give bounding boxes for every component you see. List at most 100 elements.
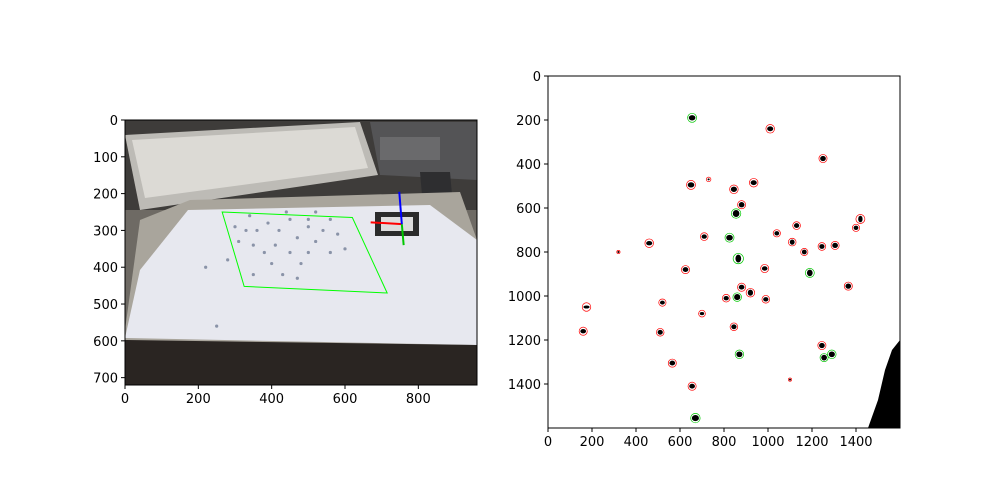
detection-circle xyxy=(830,240,840,250)
y-tick-label: 600 xyxy=(93,335,118,350)
scene-dot xyxy=(295,276,299,280)
scene-dot xyxy=(251,243,255,247)
detection-circle xyxy=(788,377,792,382)
paper-sheet xyxy=(125,205,477,345)
detection-circle xyxy=(819,353,829,363)
detection-circle xyxy=(578,326,588,336)
scene-dot xyxy=(306,250,310,255)
blob xyxy=(763,297,769,302)
detection-circle xyxy=(772,229,781,238)
detection-circle xyxy=(761,295,770,304)
detection-circle xyxy=(722,294,731,303)
detection-circle xyxy=(745,288,756,298)
scene-dot xyxy=(295,236,299,240)
desk-edge-shadow xyxy=(125,340,477,385)
y-tick-label: 200 xyxy=(93,188,118,203)
scene-dots xyxy=(204,210,347,328)
detection-circle xyxy=(734,349,745,359)
blob xyxy=(669,360,676,366)
x-tick-label: 800 xyxy=(712,435,737,450)
blob xyxy=(738,284,745,290)
detection-circle xyxy=(817,242,827,251)
y-tick-label: 600 xyxy=(516,202,541,217)
blob xyxy=(580,329,587,334)
x-tick-label: 800 xyxy=(406,392,431,407)
blob xyxy=(583,305,590,309)
scene-dot xyxy=(314,239,318,244)
board-outline xyxy=(221,211,388,294)
x-tick-label: 1200 xyxy=(795,435,828,450)
scene-dot xyxy=(244,228,248,233)
blob xyxy=(617,251,620,253)
keyboard-keys-area xyxy=(132,127,368,198)
blob xyxy=(699,312,705,316)
blob xyxy=(828,351,835,358)
left-axes-frame xyxy=(124,119,478,386)
left-y-ticks: 0 100 200 300 400 500 600 700 xyxy=(93,114,125,387)
left-image-panel xyxy=(125,120,477,385)
scene-dot xyxy=(270,261,274,266)
detection-circle xyxy=(729,184,739,194)
left-x-ticks: 0 200 400 600 800 xyxy=(121,385,431,407)
y-tick-label: 400 xyxy=(93,261,118,276)
blob xyxy=(820,155,826,162)
detection-circle xyxy=(749,178,759,188)
blob xyxy=(750,180,757,186)
y-tick-label: 700 xyxy=(93,372,118,387)
blob xyxy=(726,234,733,241)
scene-dot xyxy=(336,232,340,236)
detection-circle xyxy=(687,112,697,123)
y-tick-label: 200 xyxy=(516,114,541,129)
blob xyxy=(688,115,696,121)
blob xyxy=(761,266,768,271)
detection-circle xyxy=(705,176,712,183)
detection-circle xyxy=(765,124,775,134)
scene-dot xyxy=(288,250,292,255)
x-tick-label: 0 xyxy=(544,435,552,450)
y-tick-label: 0 xyxy=(533,70,541,85)
y-tick-label: 1000 xyxy=(508,290,541,305)
detection-circle xyxy=(852,223,860,232)
detection-circle xyxy=(581,302,592,312)
detection-circle xyxy=(804,268,815,278)
blob xyxy=(646,241,653,246)
y-tick-label: 0 xyxy=(110,114,118,129)
right-image-panel xyxy=(548,76,900,428)
blob xyxy=(734,294,741,301)
device-adapter xyxy=(420,172,452,195)
scene-dot xyxy=(281,272,285,277)
blob xyxy=(732,209,740,218)
blob xyxy=(682,267,689,273)
blob xyxy=(789,239,795,245)
detection-circle xyxy=(731,208,742,219)
blob xyxy=(821,354,827,361)
detection-circle xyxy=(818,154,828,163)
blob xyxy=(723,296,729,301)
right-x-ticks: 0 200 400 600 800 1000 1200 1400 xyxy=(544,428,873,450)
blob xyxy=(691,415,699,422)
scene-dot xyxy=(288,217,292,221)
scene-dot xyxy=(266,221,270,225)
detection-circle xyxy=(855,214,866,224)
x-tick-label: 600 xyxy=(668,435,693,450)
blob xyxy=(774,231,780,236)
detection-circle xyxy=(737,200,747,210)
detection-circle xyxy=(687,381,697,391)
scene-dot xyxy=(328,250,332,255)
pose-axis-y xyxy=(400,224,405,246)
y-tick-label: 1200 xyxy=(508,334,541,349)
blob xyxy=(858,215,863,223)
blob xyxy=(657,329,663,335)
blob xyxy=(659,300,665,305)
right-y-ticks: 0 200 400 600 800 1000 1200 1400 xyxy=(508,70,548,393)
blob xyxy=(689,383,695,389)
detection-circle xyxy=(843,281,853,291)
detection-circle xyxy=(658,298,667,307)
scene-dot xyxy=(215,324,219,328)
y-tick-label: 1400 xyxy=(508,378,541,393)
scene-dot xyxy=(284,210,288,214)
scene-dot xyxy=(237,239,241,244)
x-tick-label: 1400 xyxy=(839,435,872,450)
blob xyxy=(738,202,745,208)
detection-circle xyxy=(827,349,837,359)
